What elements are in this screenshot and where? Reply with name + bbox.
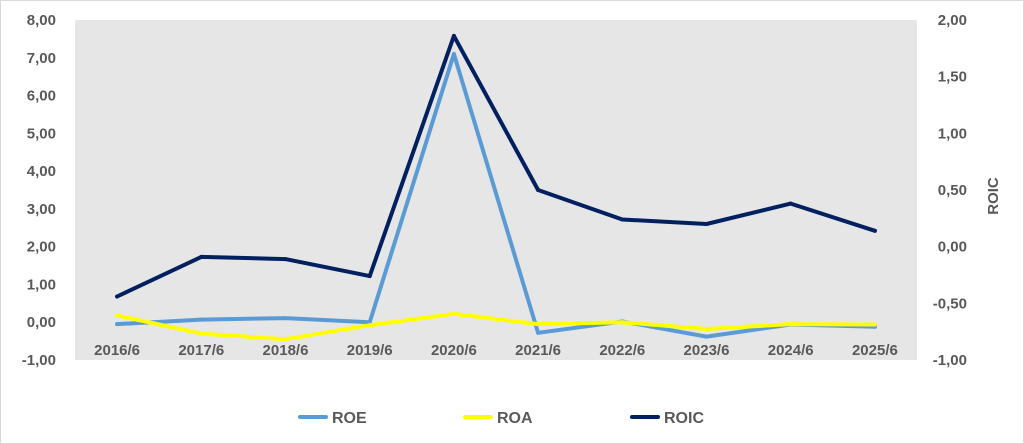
x-tick-label: 2020/6 — [431, 342, 477, 359]
right-tick-label: 1,50 — [938, 69, 967, 86]
data-point — [367, 274, 372, 279]
left-tick-label: 2,00 — [27, 239, 56, 256]
right-tick-label: 2,00 — [938, 12, 967, 29]
left-tick-label: 8,00 — [27, 12, 56, 29]
data-point — [872, 228, 877, 233]
x-tick-label: 2024/6 — [768, 342, 814, 359]
data-point — [704, 222, 709, 226]
data-point — [536, 188, 541, 192]
right-tick-label: 1,00 — [938, 125, 967, 142]
left-tick-label: 0,00 — [27, 314, 56, 331]
x-tick-label: 2021/6 — [515, 342, 561, 359]
data-point — [451, 311, 456, 316]
data-point — [451, 52, 456, 56]
legend-label: ROE — [332, 410, 367, 427]
x-tick-label: 2019/6 — [347, 342, 393, 359]
x-tick-label: 2025/6 — [852, 342, 898, 359]
right-tick-label: -0,50 — [933, 295, 967, 312]
right-tick-label: -1,00 — [933, 352, 967, 369]
series-line — [115, 52, 877, 339]
series-roa — [115, 311, 877, 342]
x-tick-label: 2018/6 — [263, 342, 309, 359]
left-tick-label: 4,00 — [27, 163, 56, 180]
left-tick-label: 3,00 — [27, 201, 56, 218]
right-axis-ticks: -1,00 -0,50 0,00 0,50 1,00 1,50 2,00 — [933, 12, 967, 369]
legend-label: ROA — [497, 410, 533, 427]
x-tick-label: 2017/6 — [178, 342, 224, 359]
right-tick-label: 0,00 — [938, 239, 967, 256]
x-axis-ticks: 2016/6 2017/6 2018/6 2019/6 2020/6 2021/6 2022… — [94, 342, 898, 359]
data-point — [199, 254, 204, 259]
left-tick-label: 6,00 — [27, 88, 56, 105]
data-point — [788, 201, 793, 206]
data-point — [115, 313, 120, 318]
legend-item-roa: ROA — [463, 410, 533, 427]
data-point — [704, 327, 709, 331]
series-lines — [115, 33, 877, 342]
data-point — [788, 322, 793, 327]
right-tick-label: 0,50 — [938, 182, 967, 199]
data-point — [199, 331, 204, 336]
left-tick-label: 5,00 — [27, 125, 56, 142]
x-tick-label: 2023/6 — [684, 342, 730, 359]
legend-label: ROIC — [664, 410, 704, 427]
data-point — [283, 337, 288, 342]
x-tick-label: 2016/6 — [94, 342, 140, 359]
data-point — [620, 320, 625, 325]
left-axis-ticks: -1,00 0,00 1,00 2,00 3,00 4,00 5,00 6,00 7,00 8,0… — [22, 12, 56, 369]
series-line — [115, 311, 877, 342]
data-point — [283, 316, 288, 321]
data-point — [704, 334, 709, 339]
data-point — [536, 322, 541, 327]
data-point — [536, 330, 541, 335]
series-roic — [115, 33, 877, 299]
data-point — [115, 294, 120, 299]
data-point — [872, 322, 877, 327]
right-axis-title: ROIC — [985, 177, 1002, 215]
data-point — [199, 317, 204, 322]
legend: ROE ROA ROIC — [298, 410, 704, 427]
legend-item-roic: ROIC — [630, 410, 704, 427]
data-point — [620, 217, 625, 222]
data-point — [367, 323, 372, 328]
left-tick-label: 1,00 — [27, 276, 56, 293]
data-point — [115, 322, 120, 327]
legend-item-roe: ROE — [298, 410, 367, 427]
data-point — [283, 257, 288, 262]
series-line — [115, 33, 877, 299]
data-point — [451, 33, 456, 38]
left-tick-label: 7,00 — [27, 50, 56, 67]
left-tick-label: -1,00 — [22, 352, 56, 369]
x-tick-label: 2022/6 — [599, 342, 645, 359]
